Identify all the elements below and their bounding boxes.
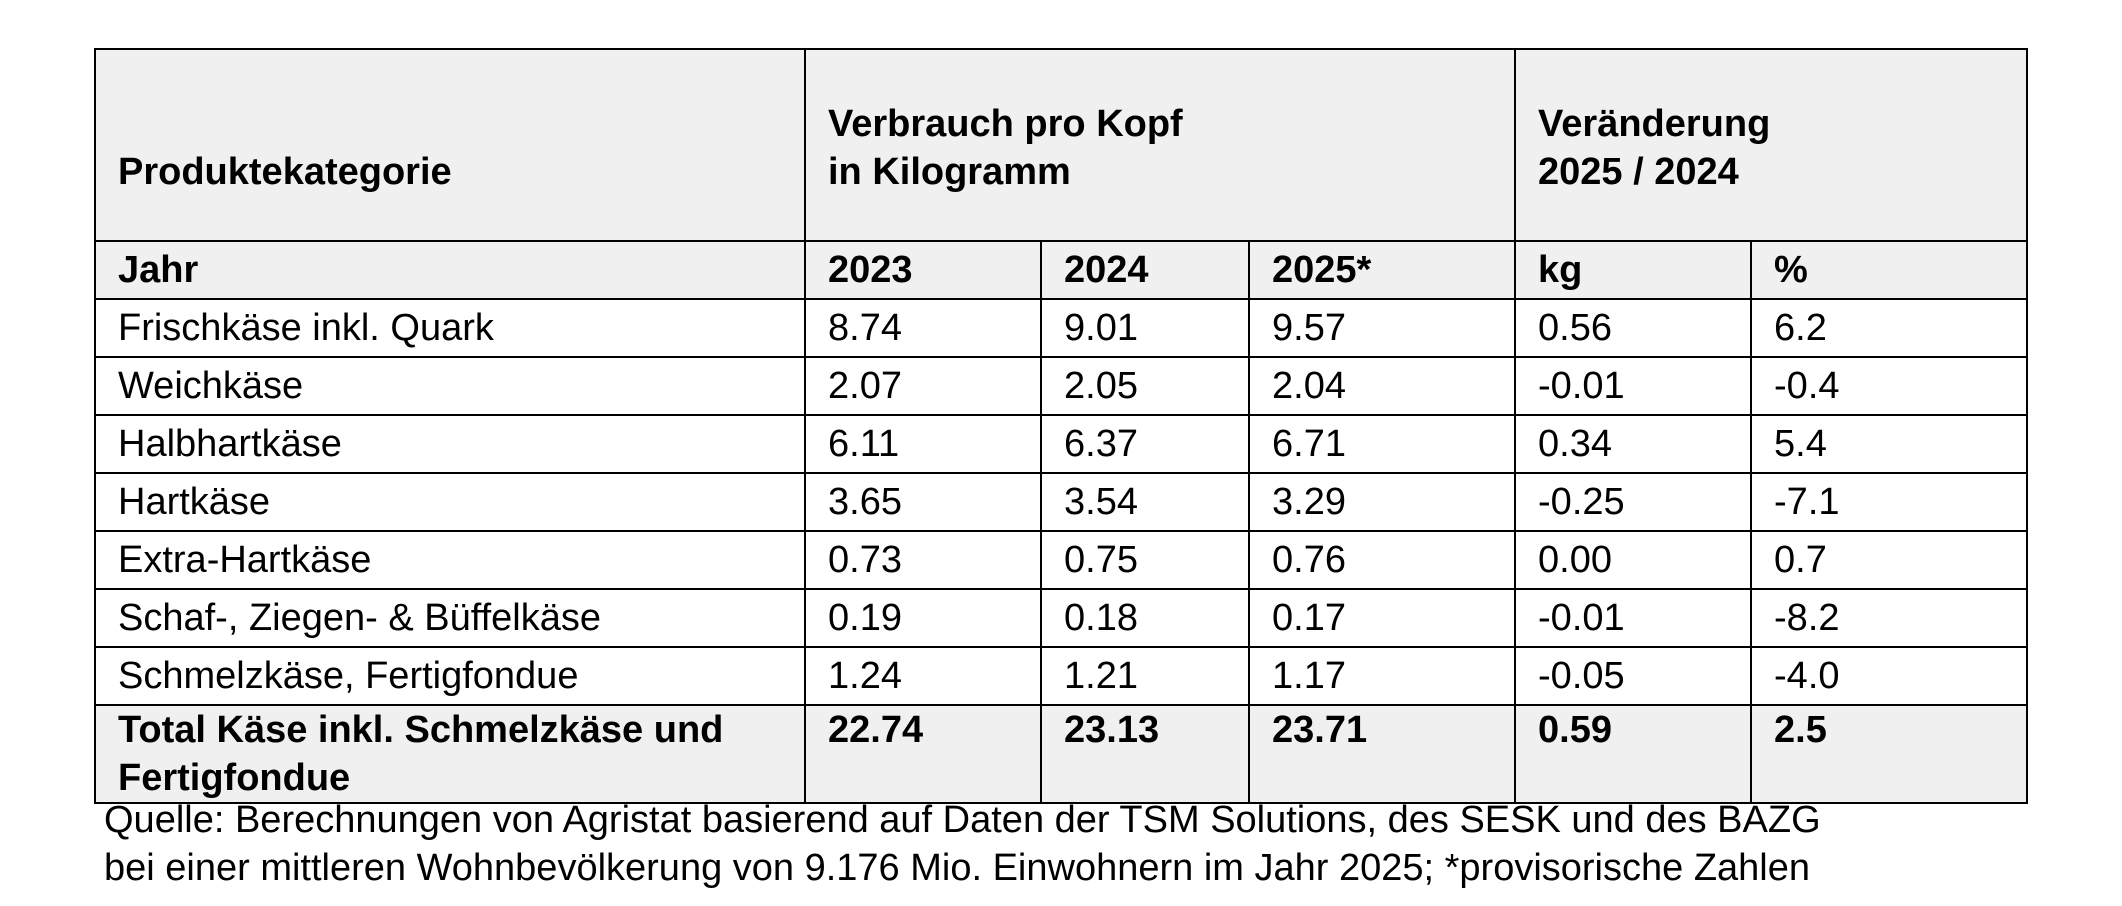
row-category: Hartkäse [94, 472, 806, 532]
source-note-line1: Quelle: Berechnungen von Agristat basier… [104, 799, 1821, 841]
subheader-2025: 2025* [1247, 240, 1517, 300]
row-change-pct: -8.2 [1750, 588, 2029, 648]
total-value-2023: 22.74 [804, 704, 1042, 804]
cheese-consumption-table-container: Produktekategorie Verbrauch pro Kopf in … [94, 48, 2029, 804]
header-category: Produktekategorie [94, 48, 806, 242]
table-row: Schaf-, Ziegen- & Büffelkäse 0.19 0.18 0… [94, 588, 2029, 648]
header-change-line1: Veränderung [1538, 103, 1771, 145]
row-category: Frischkäse inkl. Quark [94, 298, 806, 358]
row-change-kg: -0.05 [1514, 646, 1753, 706]
row-value-2024: 9.01 [1040, 298, 1250, 358]
row-value-2024: 3.54 [1040, 472, 1250, 532]
row-value-2024: 0.18 [1040, 588, 1250, 648]
row-value-2025: 1.17 [1247, 646, 1517, 706]
row-change-kg: -0.01 [1514, 356, 1753, 416]
row-value-2025: 3.29 [1247, 472, 1517, 532]
table-row: Halbhartkäse 6.11 6.37 6.71 0.34 5.4 [94, 414, 2029, 474]
row-change-kg: -0.01 [1514, 588, 1753, 648]
row-value-2023: 0.73 [804, 530, 1042, 590]
header-consumption-line1: Verbrauch pro Kopf [828, 103, 1183, 145]
row-change-kg: 0.00 [1514, 530, 1753, 590]
row-value-2024: 0.75 [1040, 530, 1250, 590]
row-change-pct: -0.4 [1750, 356, 2029, 416]
row-change-kg: -0.25 [1514, 472, 1753, 532]
row-change-pct: 6.2 [1750, 298, 2029, 358]
total-category: Total Käse inkl. Schmelzkäse und Fertigf… [94, 704, 806, 804]
subheader-2024: 2024 [1040, 240, 1250, 300]
source-note-line2: bei einer mittleren Wohnbevölkerung von … [104, 847, 1811, 889]
source-note: Quelle: Berechnungen von Agristat basier… [104, 796, 2094, 892]
row-value-2023: 1.24 [804, 646, 1042, 706]
table-total-row: Total Käse inkl. Schmelzkäse und Fertigf… [94, 704, 2029, 804]
cheese-consumption-table: Produktekategorie Verbrauch pro Kopf in … [94, 48, 2029, 804]
row-category: Weichkäse [94, 356, 806, 416]
subheader-2023: 2023 [804, 240, 1042, 300]
row-change-kg: 0.56 [1514, 298, 1753, 358]
row-value-2025: 2.04 [1247, 356, 1517, 416]
total-value-2024: 23.13 [1040, 704, 1250, 804]
total-change-pct: 2.5 [1750, 704, 2029, 804]
row-value-2023: 3.65 [804, 472, 1042, 532]
row-change-pct: 5.4 [1750, 414, 2029, 474]
row-change-pct: -4.0 [1750, 646, 2029, 706]
row-value-2025: 6.71 [1247, 414, 1517, 474]
row-category: Extra-Hartkäse [94, 530, 806, 590]
row-value-2025: 9.57 [1247, 298, 1517, 358]
row-value-2025: 0.76 [1247, 530, 1517, 590]
subheader-pct: % [1750, 240, 2029, 300]
table-row: Weichkäse 2.07 2.05 2.04 -0.01 -0.4 [94, 356, 2029, 416]
row-change-pct: -7.1 [1750, 472, 2029, 532]
total-change-kg: 0.59 [1514, 704, 1753, 804]
header-change: Veränderung 2025 / 2024 [1514, 48, 2029, 242]
subheader-year-label: Jahr [94, 240, 806, 300]
row-category: Schmelzkäse, Fertigfondue [94, 646, 806, 706]
subheader-kg: kg [1514, 240, 1753, 300]
row-category: Halbhartkäse [94, 414, 806, 474]
table-subheader-row: Jahr 2023 2024 2025* kg % [94, 240, 2029, 300]
table-row: Extra-Hartkäse 0.73 0.75 0.76 0.00 0.7 [94, 530, 2029, 590]
row-change-kg: 0.34 [1514, 414, 1753, 474]
row-change-pct: 0.7 [1750, 530, 2029, 590]
row-value-2024: 6.37 [1040, 414, 1250, 474]
total-value-2025: 23.71 [1247, 704, 1517, 804]
header-consumption: Verbrauch pro Kopf in Kilogramm [803, 48, 1517, 242]
row-value-2023: 6.11 [804, 414, 1042, 474]
row-value-2023: 0.19 [804, 588, 1042, 648]
row-value-2024: 1.21 [1040, 646, 1250, 706]
row-category: Schaf-, Ziegen- & Büffelkäse [94, 588, 806, 648]
table-header-row: Produktekategorie Verbrauch pro Kopf in … [94, 48, 2029, 242]
header-consumption-line2: in Kilogramm [828, 151, 1071, 193]
table-row: Schmelzkäse, Fertigfondue 1.24 1.21 1.17… [94, 646, 2029, 706]
table-row: Frischkäse inkl. Quark 8.74 9.01 9.57 0.… [94, 298, 2029, 358]
row-value-2025: 0.17 [1247, 588, 1517, 648]
header-change-line2: 2025 / 2024 [1538, 151, 1739, 193]
table-row: Hartkäse 3.65 3.54 3.29 -0.25 -7.1 [94, 472, 2029, 532]
row-value-2024: 2.05 [1040, 356, 1250, 416]
row-value-2023: 2.07 [804, 356, 1042, 416]
row-value-2023: 8.74 [804, 298, 1042, 358]
